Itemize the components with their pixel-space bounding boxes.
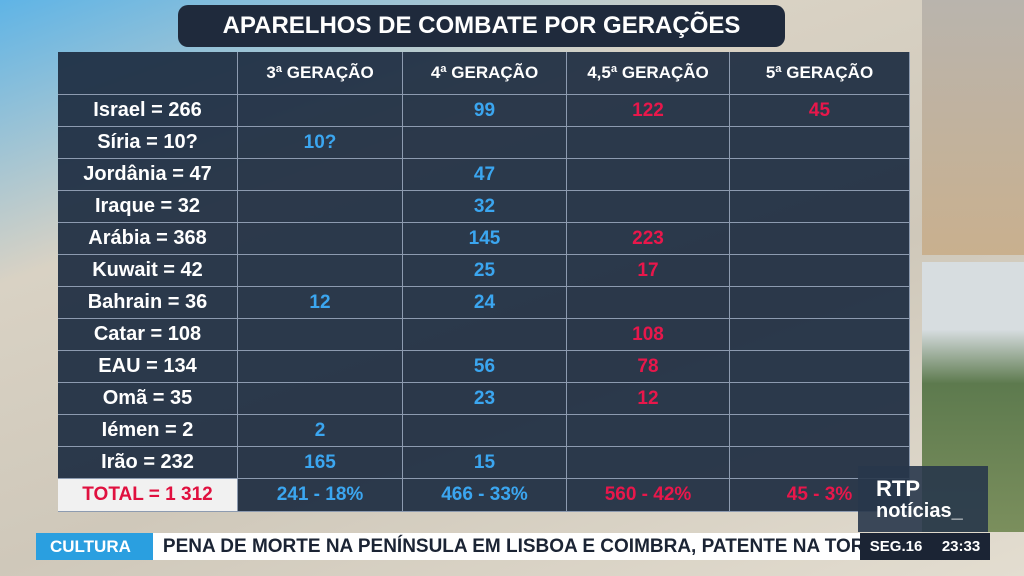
row-label: Irão = 232	[58, 447, 238, 479]
row-label: Jordânia = 47	[58, 159, 238, 191]
ticker-section: CULTURA	[36, 533, 153, 560]
value-cell	[238, 159, 403, 191]
value-cell: 12	[567, 383, 730, 415]
date: SEG.16	[869, 538, 923, 555]
value-cell	[730, 159, 910, 191]
value-cell	[730, 351, 910, 383]
ticker-text: PENA DE MORTE NA PENÍNSULA EM LISBOA E C…	[162, 535, 860, 557]
value-cell: 24	[403, 287, 567, 319]
value-cell	[730, 191, 910, 223]
value-cell	[238, 223, 403, 255]
value-cell	[730, 319, 910, 351]
logo: RTP notícias_	[858, 466, 988, 532]
value-cell	[567, 287, 730, 319]
value-cell	[730, 415, 910, 447]
value-cell	[403, 319, 567, 351]
clock: SEG.16 23:33	[860, 533, 990, 560]
value-cell	[730, 383, 910, 415]
header-cell	[58, 52, 238, 95]
row-label: Kuwait = 42	[58, 255, 238, 287]
value-cell: 32	[403, 191, 567, 223]
value-cell	[403, 415, 567, 447]
row-label: EAU = 134	[58, 351, 238, 383]
value-cell	[567, 191, 730, 223]
header-cell: 5ª GERAÇÃO	[730, 52, 910, 95]
value-cell: 23	[403, 383, 567, 415]
value-cell: 25	[403, 255, 567, 287]
value-cell: 2	[238, 415, 403, 447]
value-cell: 10?	[238, 127, 403, 159]
value-cell: 122	[567, 95, 730, 127]
value-cell	[238, 351, 403, 383]
value-cell: 145	[403, 223, 567, 255]
row-label: Catar = 108	[58, 319, 238, 351]
total-cell: 466 - 33%	[403, 479, 567, 512]
value-cell: 165	[238, 447, 403, 479]
total-label: TOTAL = 1 312	[58, 479, 238, 512]
value-cell	[567, 127, 730, 159]
value-cell: 45	[730, 95, 910, 127]
row-label: Iraque = 32	[58, 191, 238, 223]
header-cell: 3ª GERAÇÃO	[238, 52, 403, 95]
value-cell	[567, 159, 730, 191]
value-cell	[730, 255, 910, 287]
logo-text: notícias_	[876, 500, 963, 522]
row-label: Iémen = 2	[58, 415, 238, 447]
value-cell	[238, 191, 403, 223]
total-cell: 560 - 42%	[567, 479, 730, 512]
row-label: Israel = 266	[58, 95, 238, 127]
value-cell	[238, 319, 403, 351]
value-cell	[403, 127, 567, 159]
value-cell	[730, 447, 910, 479]
value-cell	[238, 95, 403, 127]
title: APARELHOS DE COMBATE POR GERAÇÕES	[178, 5, 785, 47]
value-cell	[567, 415, 730, 447]
value-cell	[567, 447, 730, 479]
value-cell: 56	[403, 351, 567, 383]
ticker: CULTURA PENA DE MORTE NA PENÍNSULA EM LI…	[36, 533, 860, 560]
table: 3ª GERAÇÃO 4ª GERAÇÃO 4,5ª GERAÇÃO 5ª GERAÇ…	[58, 52, 910, 512]
row-label: Omã = 35	[58, 383, 238, 415]
row-label: Síria = 10?	[58, 127, 238, 159]
value-cell	[730, 223, 910, 255]
value-cell: 12	[238, 287, 403, 319]
logo-text: RTP	[876, 476, 920, 501]
row-label: Bahrain = 36	[58, 287, 238, 319]
value-cell	[238, 255, 403, 287]
value-cell: 47	[403, 159, 567, 191]
time: 23:33	[941, 538, 981, 555]
value-cell: 223	[567, 223, 730, 255]
value-cell: 99	[403, 95, 567, 127]
header-cell: 4ª GERAÇÃO	[403, 52, 567, 95]
value-cell: 78	[567, 351, 730, 383]
value-cell	[238, 383, 403, 415]
value-cell	[730, 127, 910, 159]
side-image	[922, 0, 1024, 255]
value-cell: 15	[403, 447, 567, 479]
header-cell: 4,5ª GERAÇÃO	[567, 52, 730, 95]
value-cell: 17	[567, 255, 730, 287]
total-cell: 241 - 18%	[238, 479, 403, 512]
value-cell	[730, 287, 910, 319]
value-cell: 108	[567, 319, 730, 351]
row-label: Arábia = 368	[58, 223, 238, 255]
